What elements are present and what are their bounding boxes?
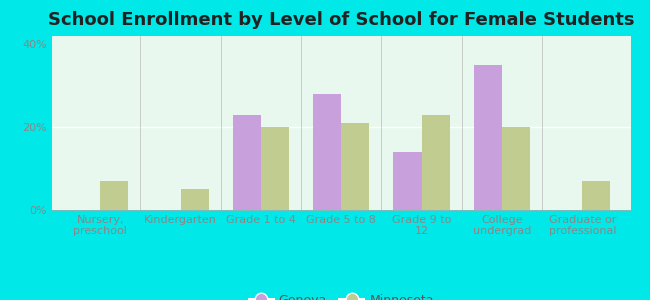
Bar xyxy=(233,115,261,210)
Bar xyxy=(313,94,341,210)
Bar xyxy=(261,127,289,210)
Bar xyxy=(181,189,209,210)
Legend: Geneva, Minnesota: Geneva, Minnesota xyxy=(244,289,439,300)
Bar xyxy=(502,127,530,210)
Bar xyxy=(100,181,128,210)
Bar xyxy=(474,65,502,210)
Bar xyxy=(393,152,422,210)
Bar xyxy=(582,181,610,210)
Bar xyxy=(422,115,450,210)
Title: School Enrollment by Level of School for Female Students: School Enrollment by Level of School for… xyxy=(48,11,634,29)
Bar xyxy=(341,123,369,210)
